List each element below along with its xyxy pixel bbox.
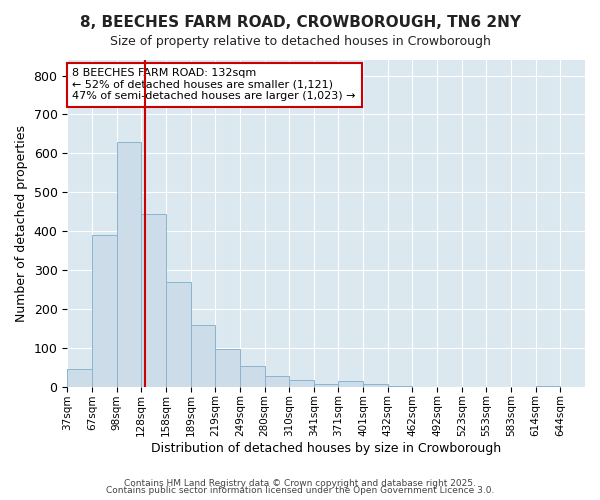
X-axis label: Distribution of detached houses by size in Crowborough: Distribution of detached houses by size … [151, 442, 501, 455]
Bar [166, 282, 191, 387]
Bar [215, 348, 240, 387]
Bar [191, 325, 215, 386]
Bar [338, 381, 363, 386]
Text: 8, BEECHES FARM ROAD, CROWBOROUGH, TN6 2NY: 8, BEECHES FARM ROAD, CROWBOROUGH, TN6 2… [79, 15, 521, 30]
Bar [265, 376, 289, 386]
Bar [141, 214, 166, 386]
Y-axis label: Number of detached properties: Number of detached properties [15, 125, 28, 322]
Text: 8 BEECHES FARM ROAD: 132sqm
← 52% of detached houses are smaller (1,121)
47% of : 8 BEECHES FARM ROAD: 132sqm ← 52% of det… [73, 68, 356, 102]
Bar [67, 369, 92, 386]
Bar [116, 142, 141, 386]
Bar [289, 380, 314, 386]
Text: Contains HM Land Registry data © Crown copyright and database right 2025.: Contains HM Land Registry data © Crown c… [124, 478, 476, 488]
Bar [92, 235, 116, 386]
Bar [240, 366, 265, 386]
Bar [363, 384, 388, 386]
Text: Size of property relative to detached houses in Crowborough: Size of property relative to detached ho… [110, 35, 490, 48]
Bar [314, 384, 338, 386]
Text: Contains public sector information licensed under the Open Government Licence 3.: Contains public sector information licen… [106, 486, 494, 495]
